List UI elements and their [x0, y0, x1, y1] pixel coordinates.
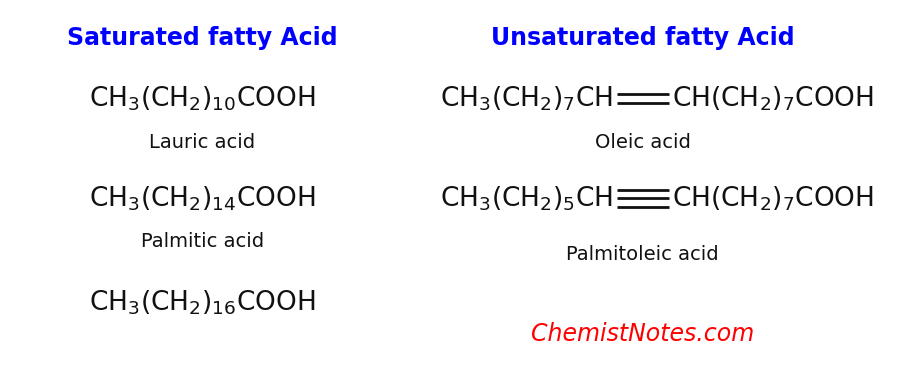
Text: CH$_3$(CH$_2$)$_5$CH: CH$_3$(CH$_2$)$_5$CH [441, 184, 613, 213]
Text: CH(CH$_2$)$_7$COOH: CH(CH$_2$)$_7$COOH [672, 184, 874, 213]
Text: Palmitoleic acid: Palmitoleic acid [566, 244, 719, 264]
Text: ChemistNotes.com: ChemistNotes.com [531, 322, 754, 346]
Text: Palmitic acid: Palmitic acid [141, 232, 263, 251]
Text: Lauric acid: Lauric acid [149, 133, 255, 152]
Text: CH$_3$(CH$_2$)$_{16}$COOH: CH$_3$(CH$_2$)$_{16}$COOH [89, 288, 316, 316]
Text: CH$_3$(CH$_2$)$_7$CH: CH$_3$(CH$_2$)$_7$CH [441, 84, 613, 112]
Text: CH$_3$(CH$_2$)$_{10}$COOH: CH$_3$(CH$_2$)$_{10}$COOH [89, 84, 316, 112]
Text: Unsaturated fatty Acid: Unsaturated fatty Acid [491, 26, 795, 50]
Text: Oleic acid: Oleic acid [595, 133, 690, 152]
Text: CH$_3$(CH$_2$)$_{14}$COOH: CH$_3$(CH$_2$)$_{14}$COOH [89, 184, 316, 213]
Text: CH(CH$_2$)$_7$COOH: CH(CH$_2$)$_7$COOH [672, 84, 874, 112]
Text: Saturated fatty Acid: Saturated fatty Acid [67, 26, 338, 50]
